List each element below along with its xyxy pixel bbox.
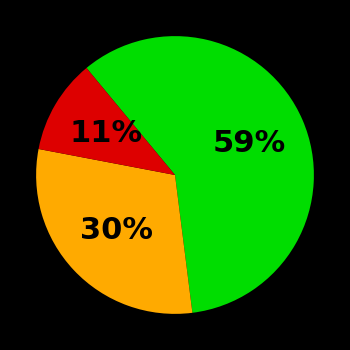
- Wedge shape: [38, 68, 175, 175]
- Text: 11%: 11%: [69, 119, 142, 148]
- Text: 30%: 30%: [80, 216, 153, 245]
- Text: 59%: 59%: [212, 128, 286, 158]
- Wedge shape: [36, 149, 192, 314]
- Wedge shape: [86, 36, 314, 313]
